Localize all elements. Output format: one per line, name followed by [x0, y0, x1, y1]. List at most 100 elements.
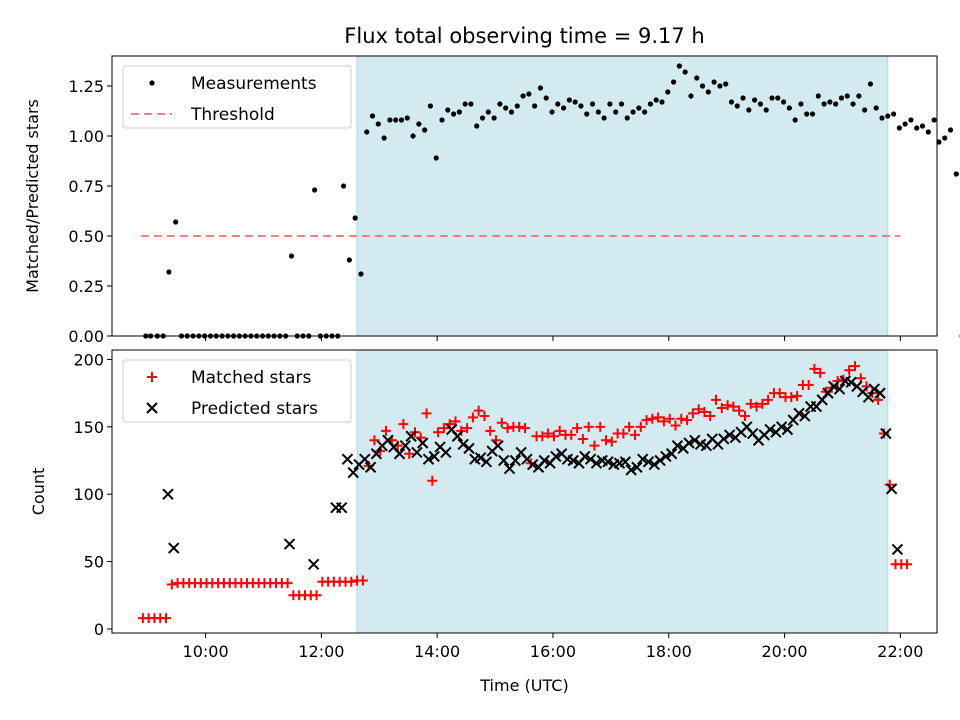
bottom-observing-span	[356, 349, 889, 634]
measurement-point	[850, 101, 856, 107]
predicted-star-point	[168, 542, 180, 554]
measurement-point	[786, 105, 792, 111]
predicted-star-point	[636, 453, 649, 465]
matched-star-point	[595, 421, 606, 432]
measurement-point	[833, 101, 839, 107]
measurement-point	[491, 115, 497, 121]
predicted-star-point	[492, 439, 504, 452]
matched-star-point	[467, 412, 478, 423]
matched-star-point	[716, 402, 727, 413]
measurement-point	[694, 75, 700, 81]
measurement-point	[879, 115, 885, 121]
measurement-point	[815, 93, 821, 99]
measurement-point	[746, 107, 752, 113]
measurement-point	[740, 95, 746, 101]
measurement-point	[867, 81, 874, 87]
predicted-star-point	[341, 453, 354, 465]
matched-star-point	[624, 421, 635, 432]
legend-label: Predicted stars	[191, 399, 318, 419]
measurement-point	[358, 271, 364, 277]
matched-star-point	[902, 559, 913, 570]
matched-star-point	[849, 361, 860, 372]
matched-star-point	[577, 433, 588, 444]
measurement-point	[919, 123, 926, 129]
measurement-point	[914, 125, 920, 131]
matched-star-point	[792, 390, 803, 401]
matched-star-point	[699, 406, 710, 417]
matched-star-point	[479, 411, 490, 422]
matched-star-point	[554, 425, 565, 436]
measurement-point	[526, 91, 532, 97]
predicted-star-point	[411, 446, 423, 459]
measurement-point	[503, 105, 509, 111]
measurement-point	[630, 109, 636, 115]
predicted-star-point	[416, 437, 429, 449]
legend-box	[122, 65, 352, 129]
y-tick-label: 0	[94, 620, 104, 639]
y-tick-label: 0.75	[68, 177, 104, 196]
measurement-point	[508, 109, 515, 115]
measurement-point	[445, 107, 451, 113]
matched-star-point	[282, 578, 293, 589]
predicted-star-point	[428, 450, 440, 463]
matched-star-point	[543, 428, 554, 439]
predicted-star-point	[874, 387, 886, 399]
x-tick-label: 20:00	[761, 642, 807, 661]
matched-star-point	[763, 394, 774, 405]
predicted-star-point	[584, 453, 597, 465]
predicted-star-point	[538, 454, 550, 467]
measurement-point	[780, 99, 787, 105]
x-tick-label: 12:00	[298, 642, 344, 661]
matched-star-point	[728, 401, 739, 412]
matched-star-point	[311, 590, 322, 601]
predicted-star-point	[347, 466, 359, 479]
measurement-point	[375, 121, 381, 127]
measurement-point	[173, 219, 179, 225]
predicted-star-point	[880, 427, 892, 440]
measurement-point	[537, 85, 544, 91]
matched-star-point	[705, 411, 716, 422]
matched-star-point	[473, 405, 484, 416]
matched-star-point	[647, 413, 658, 424]
predicted-star-point	[503, 462, 516, 475]
predicted-star-point	[498, 454, 510, 467]
measurement-point	[734, 103, 740, 109]
legend-swatch	[149, 80, 155, 86]
measurement-point	[665, 89, 671, 95]
matched-star-point	[583, 421, 594, 432]
matched-star-point	[635, 421, 646, 432]
measurement-point	[474, 123, 480, 129]
measurement-point	[699, 83, 706, 89]
legend-label: Threshold	[190, 105, 275, 125]
measurement-point	[676, 63, 682, 69]
predicted-star-point	[457, 438, 469, 451]
predicted-star-point	[631, 461, 643, 473]
matched-star-point	[161, 613, 172, 624]
matched-star-point	[502, 423, 513, 434]
predicted-star-point	[619, 456, 632, 468]
predicted-star-point	[399, 439, 412, 452]
matched-star-point	[357, 575, 368, 586]
y-tick-label: 0.50	[68, 227, 104, 246]
matched-star-point	[572, 423, 583, 434]
measurement-point	[595, 109, 601, 115]
matched-star-point	[618, 428, 629, 439]
predicted-star-point	[307, 558, 320, 570]
x-tick-label: 14:00	[414, 642, 460, 661]
matched-star-point	[398, 419, 409, 430]
predicted-star-point	[775, 421, 788, 433]
measurement-point	[393, 117, 399, 123]
matched-star-point	[641, 415, 652, 426]
matched-star-point	[346, 576, 357, 587]
measurement-point	[885, 113, 891, 119]
matched-star-point	[519, 423, 530, 434]
predicted-star-point	[370, 448, 383, 460]
measurement-point	[387, 117, 393, 123]
predicted-star-point	[642, 456, 655, 468]
star-counts-layer	[137, 361, 913, 624]
matched-star-point	[629, 429, 640, 440]
matched-star-point	[537, 431, 548, 442]
measurement-point	[589, 101, 596, 107]
predicted-star-point	[480, 456, 493, 468]
